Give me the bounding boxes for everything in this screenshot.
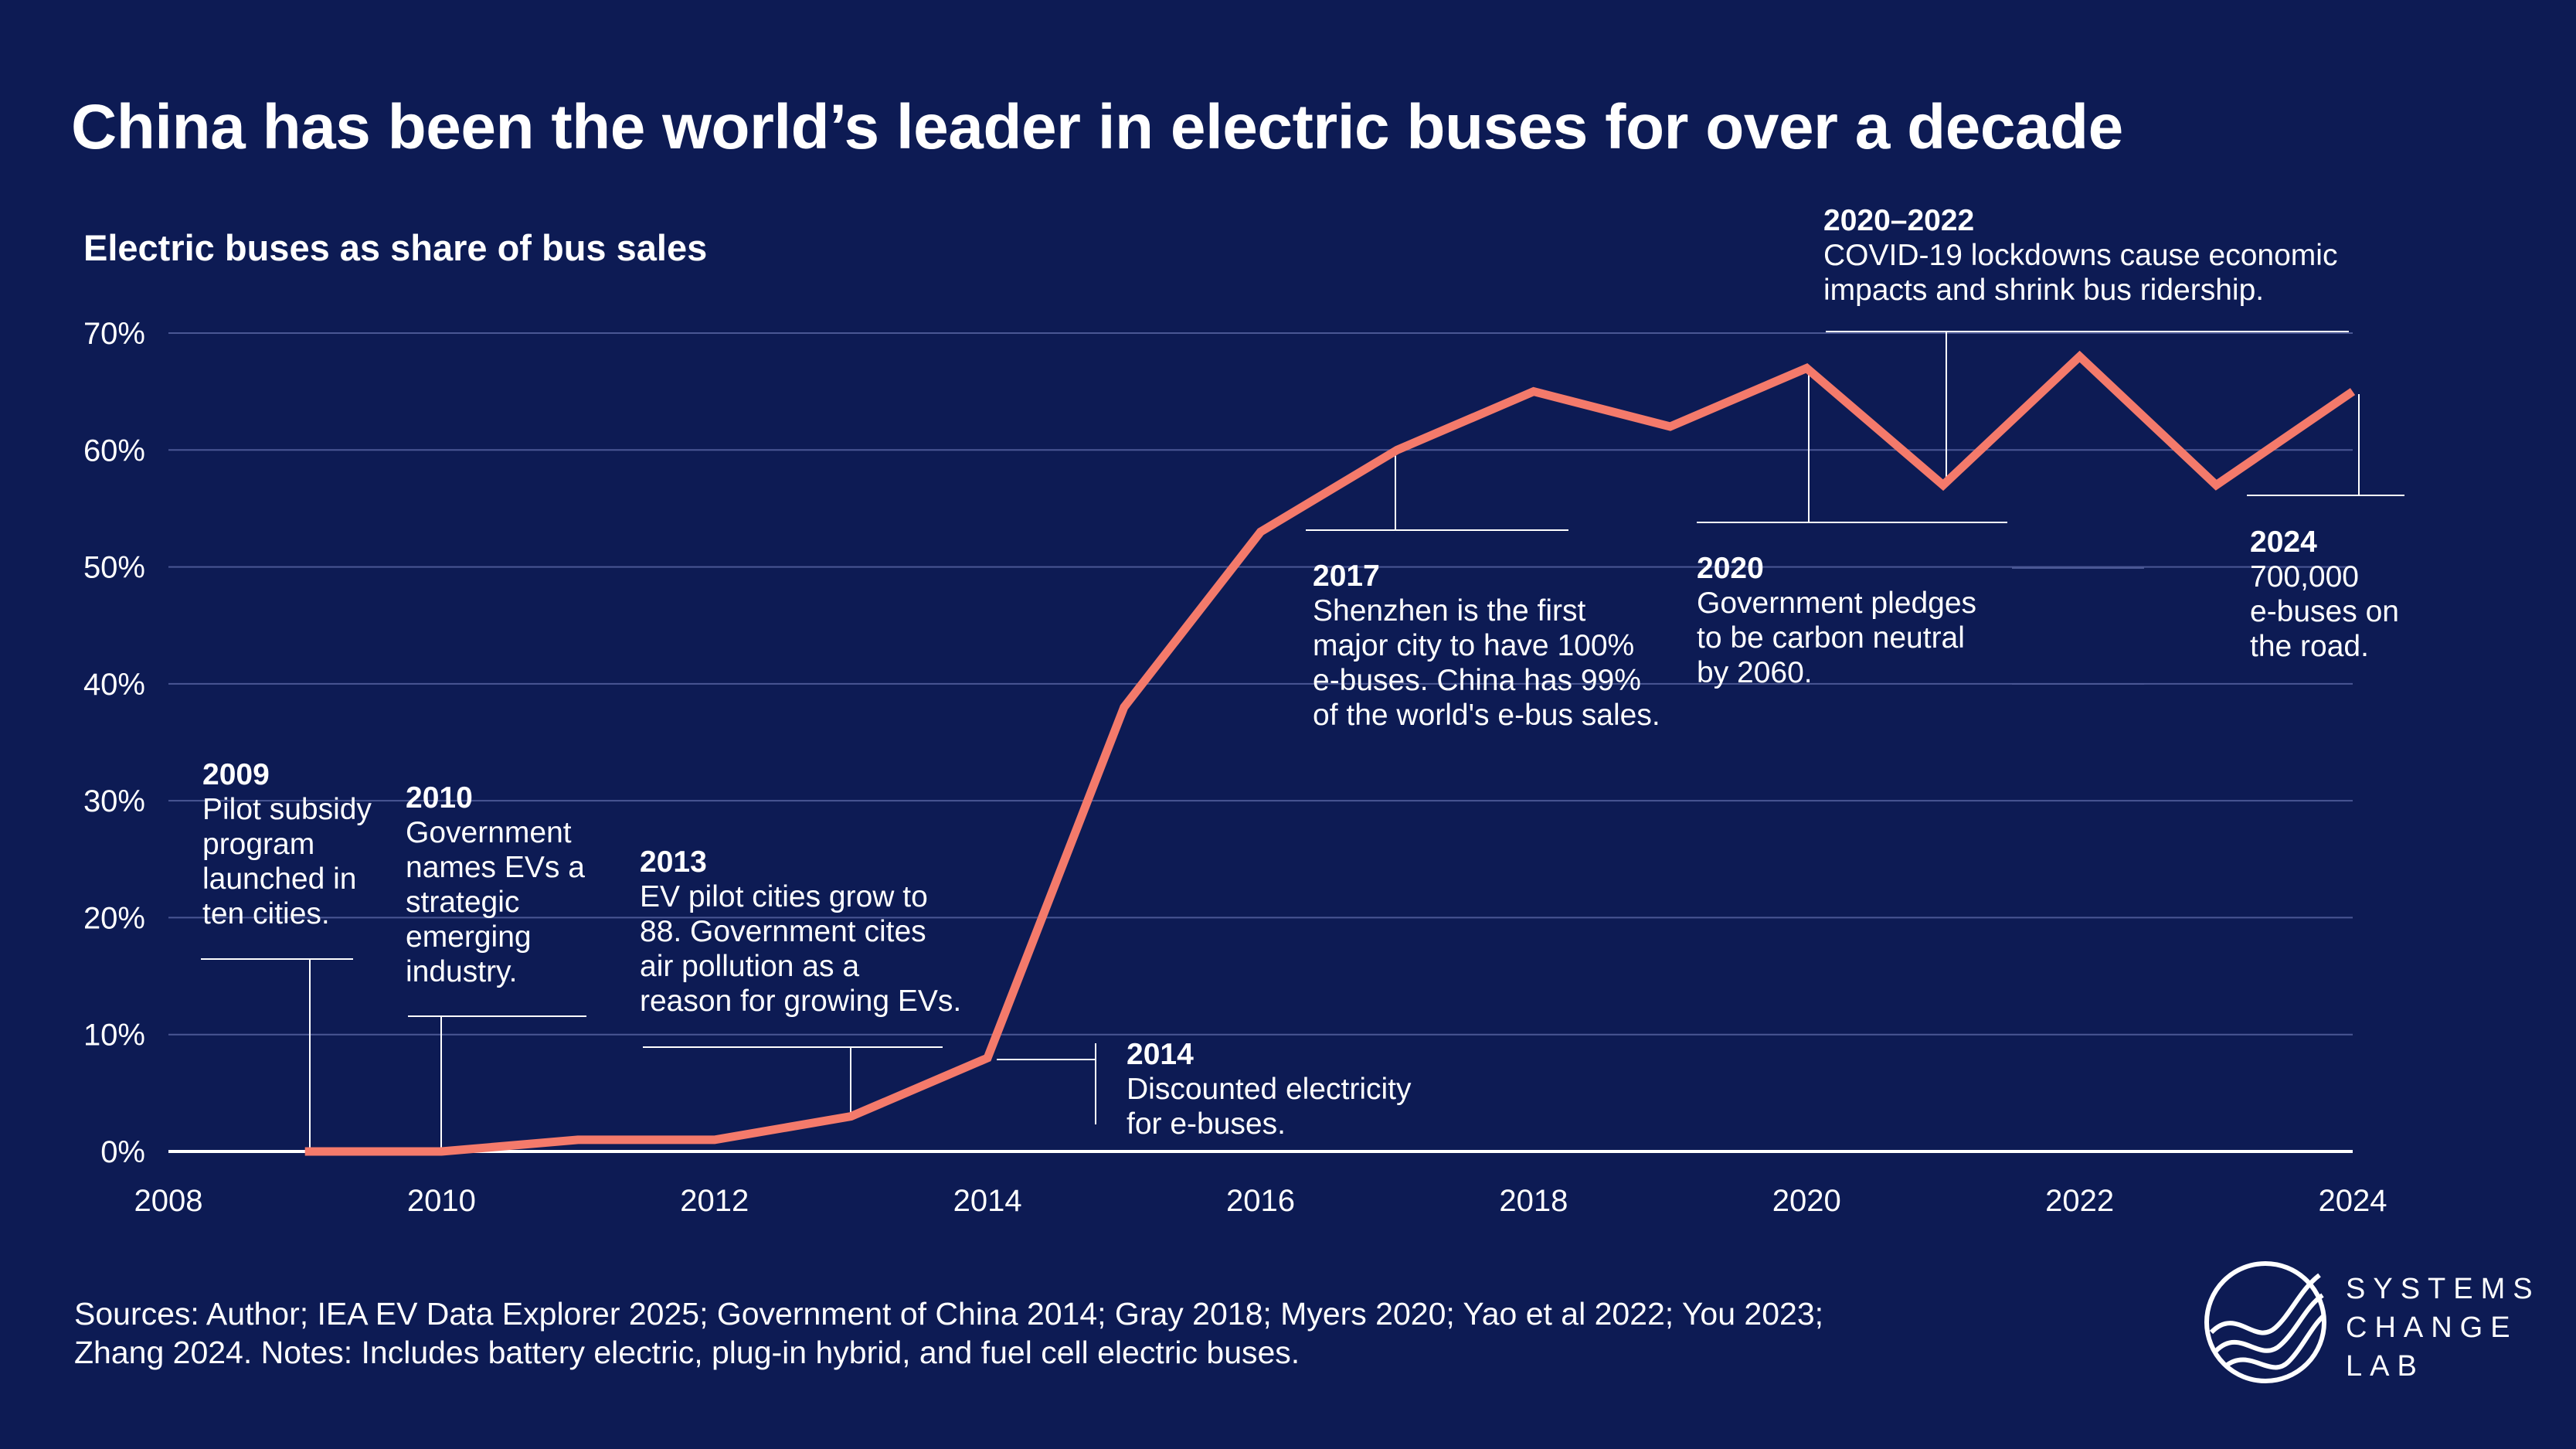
annotation-year: 2024 — [2250, 526, 2317, 559]
logo-line-3: LAB — [2346, 1350, 2425, 1383]
footer-line-1: Sources: Author; IEA EV Data Explorer 20… — [74, 1296, 1824, 1332]
annotation-text-line: names EVs a — [406, 851, 585, 884]
series-line — [304, 350, 2356, 1156]
x-tick-label: 2008 — [134, 1184, 203, 1218]
annotation-text-line: the road. — [2250, 630, 2369, 663]
annotation-text-line: strategic — [406, 886, 519, 919]
y-tick-label: 60% — [83, 434, 145, 468]
logo-circle — [2204, 1261, 2326, 1383]
logo-wave-1 — [2209, 1273, 2321, 1335]
annotation-text-line: COVID-19 lockdowns cause economic — [1823, 239, 2337, 272]
x-tick-label: 2022 — [2045, 1184, 2114, 1218]
annotation-text-line: by 2060. — [1697, 656, 1813, 689]
logo-line-1: SYSTEMS — [2346, 1273, 2540, 1305]
annotation-text-line: Pilot subsidy — [202, 793, 372, 826]
logo-wave-2 — [2214, 1293, 2324, 1353]
annotation-text-line: industry. — [406, 955, 518, 988]
annotation-year: 2009 — [202, 758, 270, 791]
annotation-year: 2017 — [1313, 560, 1380, 593]
y-tick-label: 20% — [83, 901, 145, 935]
annotation-text-line: Discounted electricity — [1127, 1073, 1412, 1106]
x-tick-label: 2016 — [1226, 1184, 1295, 1218]
annotation-text-line: major city to have 100% — [1313, 629, 1634, 662]
y-tick-label: 30% — [83, 784, 145, 818]
y-tick-label: 70% — [83, 317, 145, 351]
x-tick-label: 2012 — [680, 1184, 749, 1218]
annotation-text-line: air pollution as a — [640, 950, 859, 983]
x-tick-label: 2014 — [953, 1184, 1022, 1218]
annotation-text-line: 88. Government cites — [640, 915, 926, 948]
x-tick-label: 2024 — [2319, 1184, 2387, 1218]
systems-change-lab-logo — [2204, 1261, 2326, 1383]
annotation-year: 2013 — [640, 845, 707, 879]
annotation-text-line: for e-buses. — [1127, 1107, 1286, 1141]
y-tick-label: 50% — [83, 551, 145, 585]
annotation-text-line: reason for growing EVs. — [640, 985, 961, 1018]
sources-footer: Sources: Author; IEA EV Data Explorer 20… — [74, 1294, 1823, 1372]
chart-subtitle: Electric buses as share of bus sales — [83, 227, 707, 268]
logo-wave-3 — [2224, 1313, 2326, 1370]
annotation-text-line: e-buses on — [2250, 595, 2399, 628]
annotation-text-line: Government — [406, 816, 572, 849]
annotation-text-line: impacts and shrink bus ridership. — [1823, 274, 2264, 307]
annotation-year: 2014 — [1127, 1038, 1194, 1071]
annotation-text-line: EV pilot cities grow to — [640, 880, 928, 913]
x-tick-label: 2010 — [407, 1184, 476, 1218]
logo-wordmark: SYSTEMS CHANGE LAB — [2346, 1270, 2540, 1386]
chart-title: China has been the world’s leader in ele… — [71, 92, 2123, 162]
annotation-text-line: emerging — [406, 920, 532, 954]
annotation-text-line: Shenzhen is the first — [1313, 594, 1586, 628]
annotation-year: 2020 — [1697, 552, 1764, 585]
logo-line-2: CHANGE — [2346, 1311, 2518, 1344]
x-tick-label: 2020 — [1772, 1184, 1841, 1218]
annotation-text-line: of the world's e-bus sales. — [1313, 699, 1660, 732]
annotation-text-line: launched in — [202, 862, 357, 896]
annotation-text-line: ten cities. — [202, 897, 330, 930]
annotation-text-line: program — [202, 828, 314, 861]
footer-line-2: Zhang 2024. Notes: Includes battery elec… — [74, 1335, 1300, 1370]
annotation-text-line: e-buses. China has 99% — [1313, 664, 1641, 697]
annotation-year: 2010 — [406, 781, 473, 815]
y-tick-label: 10% — [83, 1019, 145, 1053]
annotation-text-line: to be carbon neutral — [1697, 621, 1965, 655]
annotation-text-line: 700,000 — [2250, 560, 2359, 594]
annotation-year: 2020–2022 — [1823, 204, 1974, 237]
y-tick-label: 0% — [100, 1135, 145, 1169]
x-tick-label: 2018 — [1499, 1184, 1568, 1218]
y-tick-label: 40% — [83, 668, 145, 702]
annotation-text-line: Government pledges — [1697, 587, 1976, 620]
